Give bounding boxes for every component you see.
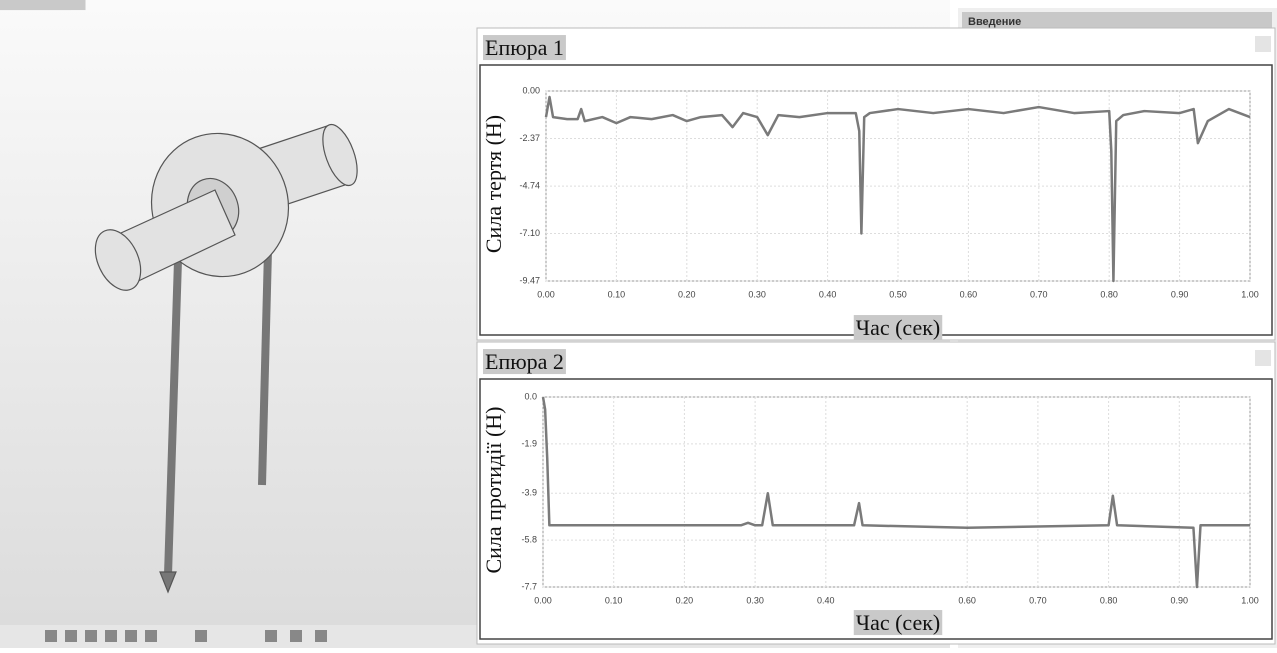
plot-frame xyxy=(480,65,1272,335)
x-tick-label: 0.90 xyxy=(1171,289,1189,299)
x-tick-label: 0.00 xyxy=(534,595,552,605)
side-heading: Введение xyxy=(968,16,1021,28)
x-axis-label: Час (сек) xyxy=(856,315,940,340)
tool-icon[interactable] xyxy=(265,630,277,642)
tool-icon[interactable] xyxy=(85,630,97,642)
x-tick-label: 0.70 xyxy=(1029,595,1047,605)
close-button[interactable] xyxy=(1255,350,1271,366)
tool-icon[interactable] xyxy=(290,630,302,642)
x-tick-label: 0.60 xyxy=(958,595,976,605)
tool-icon[interactable] xyxy=(315,630,327,642)
chart-title: Епюра 2 xyxy=(485,349,564,374)
y-axis-label: Сила тертя (Н) xyxy=(481,115,506,253)
x-tick-label: 0.90 xyxy=(1171,595,1189,605)
tool-icon[interactable] xyxy=(125,630,137,642)
x-tick-label: 0.20 xyxy=(676,595,694,605)
x-tick-label: 0.00 xyxy=(537,289,555,299)
screen: Введение 0.00 -2.37 -4.74 -7.10 -9.47 0.00 0.1… xyxy=(0,0,1277,648)
x-axis-label: Час (сек) xyxy=(856,610,940,635)
y-tick-label: -5.8 xyxy=(521,534,537,544)
x-tick-label: 0.10 xyxy=(608,289,626,299)
label-bg xyxy=(0,0,86,10)
y-tick-label: 0.00 xyxy=(522,85,540,95)
y-tick-label: -7.10 xyxy=(519,228,540,238)
x-tick-label: 0.70 xyxy=(1030,289,1048,299)
y-axis-label: Сила протидії (Н) xyxy=(481,406,506,573)
y-tick-label: -2.37 xyxy=(519,133,540,143)
x-tick-label: 1.00 xyxy=(1241,289,1259,299)
x-tick-label: 0.40 xyxy=(819,289,837,299)
tool-icon[interactable] xyxy=(45,630,57,642)
tool-icon[interactable] xyxy=(65,630,77,642)
x-tick-label: 0.10 xyxy=(605,595,623,605)
plot-frame xyxy=(480,379,1272,639)
x-tick-label: 1.00 xyxy=(1241,595,1259,605)
x-tick-label: 0.20 xyxy=(678,289,696,299)
x-tick-label: 0.80 xyxy=(1100,595,1118,605)
tool-icon[interactable] xyxy=(145,630,157,642)
x-tick-label: 0.50 xyxy=(889,289,907,299)
y-tick-label: -7.7 xyxy=(521,581,537,591)
chart-title: Епюра 1 xyxy=(485,35,564,60)
x-tick-label: 0.80 xyxy=(1100,289,1118,299)
tool-icon[interactable] xyxy=(105,630,117,642)
close-button[interactable] xyxy=(1255,36,1271,52)
y-tick-label: -9.47 xyxy=(519,275,540,285)
x-tick-label: 0.40 xyxy=(817,595,835,605)
y-tick-label: -1.9 xyxy=(521,438,537,448)
x-tick-label: 0.60 xyxy=(960,289,978,299)
y-tick-label: 0.0 xyxy=(524,391,537,401)
tool-icon[interactable] xyxy=(195,630,207,642)
y-tick-label: -3.9 xyxy=(521,488,537,498)
x-tick-label: 0.30 xyxy=(748,289,766,299)
x-tick-label: 0.30 xyxy=(746,595,764,605)
y-tick-label: -4.74 xyxy=(519,180,540,190)
